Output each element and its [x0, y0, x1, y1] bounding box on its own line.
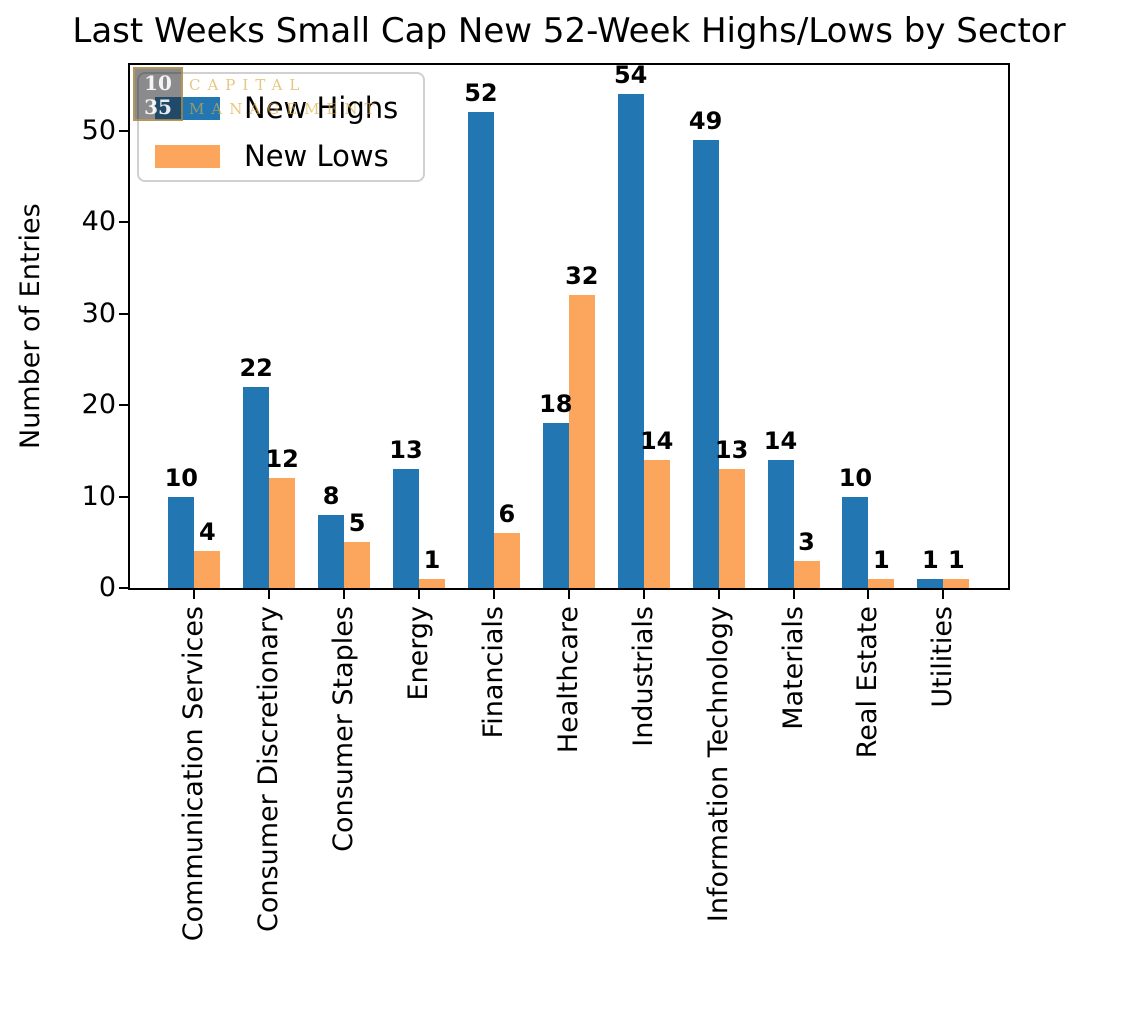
x-axis-tick — [942, 590, 945, 599]
bar-high — [393, 469, 419, 588]
bar-value-label: 32 — [565, 262, 599, 291]
bar-high — [168, 496, 195, 588]
bar-value-label: 49 — [688, 106, 723, 135]
bar-value-label: 14 — [763, 426, 798, 455]
x-axis-tick — [867, 590, 870, 599]
bar-value-label: 1 — [423, 545, 441, 574]
x-axis-tick — [792, 590, 795, 599]
bar-value-label: 22 — [239, 353, 273, 382]
legend-swatch-new-lows — [155, 144, 220, 168]
x-axis-tick — [717, 590, 720, 599]
legend-entry-new-lows: New Lows — [155, 133, 389, 179]
bar-value-label: 52 — [464, 79, 498, 108]
bar-low — [419, 578, 445, 588]
bar-high — [542, 423, 569, 588]
x-axis-tick — [567, 590, 570, 599]
x-axis-tick-label: Healthcare — [552, 606, 584, 754]
y-axis-tick-label: 20 — [81, 389, 116, 420]
bar-value-label: 5 — [348, 509, 366, 538]
bar-value-label: 14 — [639, 426, 674, 455]
y-axis-tick — [119, 495, 128, 498]
bar-low — [868, 578, 895, 588]
x-axis-tick — [268, 590, 271, 599]
bar-low — [643, 459, 670, 588]
bar-value-label: 18 — [539, 390, 573, 419]
x-axis-tick — [343, 590, 346, 599]
x-axis-tick — [492, 590, 495, 599]
bar-value-label: 1 — [921, 545, 939, 574]
y-axis-tick-label: 0 — [98, 572, 116, 603]
bar-low — [493, 533, 520, 588]
y-axis-tick — [119, 312, 128, 315]
x-axis-tick-label: Energy — [403, 606, 434, 701]
x-axis-tick-label: Consumer Staples — [328, 606, 360, 852]
bar-low — [943, 578, 970, 588]
watermark-text-line1: CAPITAL — [189, 76, 307, 94]
bar-low — [269, 478, 296, 588]
chart-title: Last Weeks Small Cap New 52-Week Highs/L… — [72, 11, 1066, 51]
bar-high — [917, 578, 944, 588]
x-axis-tick-label: Information Technology — [702, 606, 734, 923]
watermark-text-line2: MANAGEMENT — [189, 99, 382, 118]
x-axis-tick-label: Financials — [477, 606, 509, 739]
bar-value-label: 10 — [164, 463, 198, 492]
bar-high — [842, 496, 869, 588]
x-axis-tick-label: Consumer Discretionary — [253, 606, 285, 932]
bar-value-label: 13 — [714, 436, 749, 465]
bar-low — [194, 551, 221, 588]
watermark-badge-bottom: 35 — [144, 95, 172, 119]
bar-value-label: 10 — [838, 463, 873, 492]
bar-value-label: 54 — [613, 60, 648, 89]
y-axis-tick-label: 30 — [81, 297, 116, 329]
bar-value-label: 8 — [322, 481, 340, 510]
y-axis-tick-label: 50 — [81, 114, 116, 146]
bar-high — [767, 459, 794, 588]
x-axis-tick — [193, 590, 196, 599]
x-axis-tick-label: Materials — [777, 606, 809, 730]
bar-low — [568, 295, 595, 588]
y-axis-tick — [119, 129, 128, 132]
y-axis-tick — [119, 221, 128, 223]
bar-high — [692, 139, 719, 588]
bar-value-label: 12 — [265, 445, 299, 474]
x-axis-tick — [418, 590, 420, 599]
bar-low — [344, 542, 371, 588]
y-axis-tick-label: 10 — [81, 480, 116, 512]
watermark-badge-top: 10 — [144, 71, 172, 95]
bar-low — [793, 560, 820, 588]
bar-high — [243, 386, 270, 588]
watermark-logo-badge: 10 35 — [133, 67, 183, 121]
bar-value-label: 1 — [947, 545, 965, 574]
bar-high — [318, 514, 345, 588]
y-axis-tick — [119, 404, 128, 406]
x-axis-tick-label: Real Estate — [852, 606, 884, 759]
x-axis-tick-label: Communication Services — [178, 606, 210, 942]
x-axis-tick-label: Industrials — [627, 606, 659, 747]
bar-value-label: 3 — [798, 527, 815, 556]
legend: New Highs New Lows — [137, 72, 425, 182]
plot-area — [128, 63, 1010, 590]
bar-high — [467, 112, 494, 588]
x-axis-tick-label: Utilities — [927, 606, 959, 708]
y-axis-tick-label: 40 — [81, 206, 116, 237]
bar-low — [718, 469, 745, 588]
legend-label: New Highs — [244, 91, 399, 125]
legend-label: New Lows — [244, 139, 389, 173]
bar-value-label: 1 — [873, 545, 890, 574]
bar-value-label: 6 — [498, 500, 516, 529]
bar-high — [617, 93, 644, 588]
watermark-company-name: CAPITAL MANAGEMENT — [189, 74, 382, 121]
y-axis-tick — [119, 587, 128, 589]
bar-value-label: 4 — [198, 518, 216, 547]
bar-value-label: 13 — [389, 436, 423, 465]
x-axis-tick — [642, 590, 645, 599]
